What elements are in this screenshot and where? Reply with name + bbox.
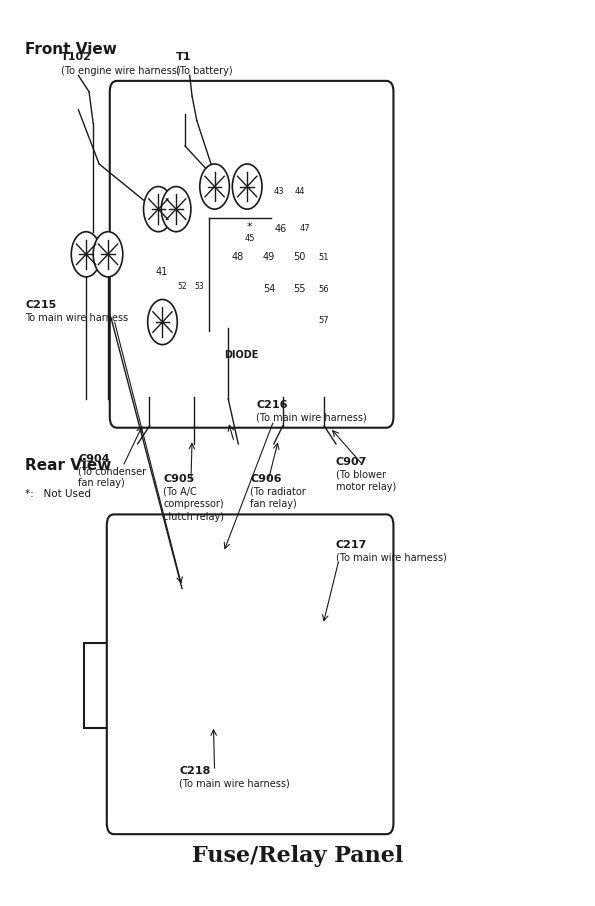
Text: T1: T1 <box>176 53 192 63</box>
Text: 57: 57 <box>318 316 329 325</box>
Text: 55: 55 <box>293 284 306 294</box>
Text: (To main wire harness): (To main wire harness) <box>256 412 367 422</box>
Text: C904: C904 <box>79 454 110 464</box>
Text: 53: 53 <box>195 282 204 291</box>
Circle shape <box>71 232 101 277</box>
Bar <box>315 305 332 335</box>
Text: (To main wire harness): (To main wire harness) <box>179 778 290 788</box>
Bar <box>315 243 332 273</box>
Text: 51: 51 <box>318 253 329 262</box>
Text: *:   Not Used: *: Not Used <box>25 489 91 499</box>
Text: 52: 52 <box>177 282 187 291</box>
Bar <box>173 338 215 397</box>
Text: C905: C905 <box>163 474 195 484</box>
Text: compressor): compressor) <box>163 499 224 509</box>
FancyBboxPatch shape <box>109 81 393 428</box>
Bar <box>255 243 283 273</box>
Bar <box>303 577 322 674</box>
Text: (To engine wire harness): (To engine wire harness) <box>61 65 180 75</box>
Text: *: * <box>247 222 252 232</box>
Text: C907: C907 <box>336 457 367 467</box>
Text: C906: C906 <box>250 474 281 484</box>
Text: 46: 46 <box>275 224 287 234</box>
Bar <box>146 232 177 313</box>
Text: 48: 48 <box>231 253 244 263</box>
Text: Rear View: Rear View <box>25 458 111 473</box>
FancyBboxPatch shape <box>107 515 393 834</box>
Text: motor relay): motor relay) <box>336 482 396 492</box>
Circle shape <box>148 300 177 344</box>
Bar <box>129 338 170 397</box>
Bar <box>286 243 314 273</box>
Bar <box>267 214 295 244</box>
Text: DIODE: DIODE <box>224 350 258 360</box>
Text: (To main wire harness): (To main wire harness) <box>336 553 447 563</box>
Text: 54: 54 <box>263 284 275 294</box>
Bar <box>209 175 268 218</box>
Circle shape <box>200 164 230 209</box>
Bar <box>222 308 234 328</box>
Bar <box>224 243 252 273</box>
Bar <box>186 602 234 683</box>
Text: C217: C217 <box>336 540 367 550</box>
Circle shape <box>233 164 262 209</box>
Text: Fuse/Relay Panel: Fuse/Relay Panel <box>192 844 403 867</box>
Text: 49: 49 <box>263 253 275 263</box>
Bar <box>197 679 222 717</box>
Bar <box>182 566 238 606</box>
Text: C215: C215 <box>25 301 57 311</box>
Text: clutch relay): clutch relay) <box>163 512 224 522</box>
Text: 42: 42 <box>232 191 245 201</box>
Text: (To condenser: (To condenser <box>79 467 146 477</box>
Text: 43: 43 <box>274 187 284 196</box>
Text: (To blower: (To blower <box>336 469 386 479</box>
Text: (To radiator: (To radiator <box>250 487 306 496</box>
Bar <box>296 214 313 244</box>
Circle shape <box>161 187 191 232</box>
Text: (To A/C: (To A/C <box>163 487 197 496</box>
Text: C216: C216 <box>256 400 287 410</box>
Text: fan relay): fan relay) <box>79 478 125 488</box>
Bar <box>255 275 283 304</box>
Text: 56: 56 <box>318 284 329 294</box>
Bar <box>271 178 287 205</box>
Text: (To battery): (To battery) <box>176 65 233 75</box>
Text: C218: C218 <box>179 766 211 776</box>
Bar <box>286 275 314 304</box>
Text: Front View: Front View <box>25 42 117 57</box>
Bar <box>303 338 345 397</box>
Text: fan relay): fan relay) <box>250 499 297 509</box>
Bar <box>315 275 332 304</box>
Text: 44: 44 <box>295 187 305 196</box>
Bar <box>235 214 264 244</box>
Bar <box>84 642 117 728</box>
Bar <box>192 275 207 298</box>
Bar <box>203 178 259 205</box>
Bar <box>218 338 259 397</box>
Bar <box>292 178 308 205</box>
Text: 41: 41 <box>156 267 168 277</box>
Text: 47: 47 <box>299 224 310 233</box>
Circle shape <box>93 232 123 277</box>
Text: T102: T102 <box>61 53 92 63</box>
Text: 50: 50 <box>294 253 306 263</box>
Text: To main wire harness: To main wire harness <box>25 313 128 323</box>
Text: 45: 45 <box>245 234 255 243</box>
Bar <box>182 554 238 573</box>
Bar <box>262 338 303 397</box>
Bar <box>202 712 217 728</box>
Bar <box>175 275 190 298</box>
Circle shape <box>143 187 173 232</box>
